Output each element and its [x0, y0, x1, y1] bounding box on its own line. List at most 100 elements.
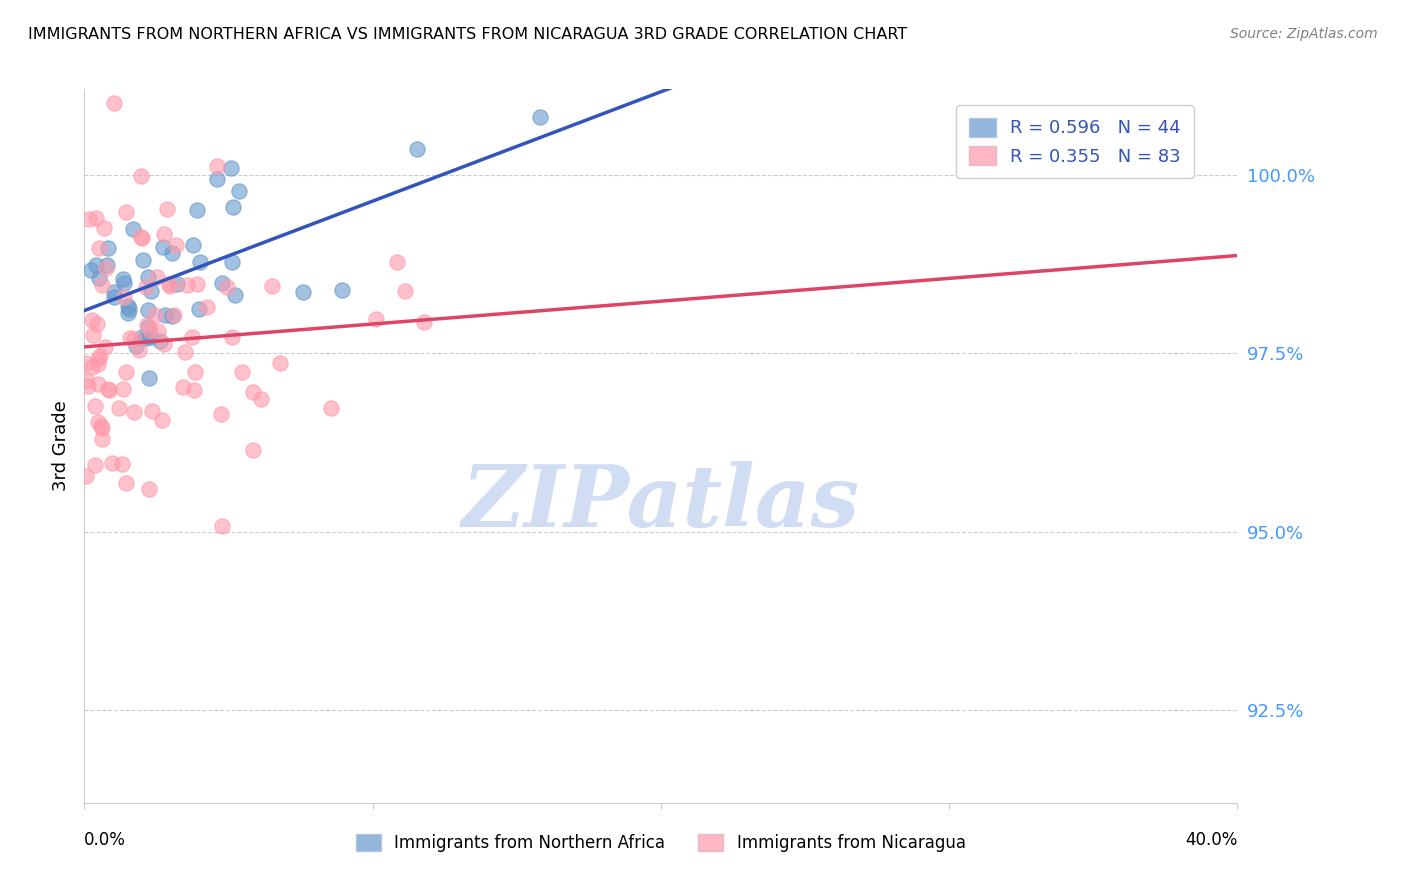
Point [118, 331, 141, 345]
Point [125, 339, 148, 353]
Point [131, 231, 153, 245]
Point [82, 359, 104, 374]
Point [186, 277, 208, 291]
Point [138, 371, 160, 385]
Point [217, 279, 239, 293]
Point [112, 272, 135, 286]
Point [96, 258, 118, 272]
Point [211, 277, 233, 291]
Point [93, 221, 115, 235]
Point [111, 382, 134, 396]
Point [332, 283, 354, 297]
Point [231, 365, 253, 379]
Point [132, 252, 155, 267]
Point [143, 308, 166, 322]
Point [97, 241, 120, 255]
Point [153, 308, 176, 322]
Point [136, 270, 159, 285]
Point [87, 271, 110, 285]
Text: ZIPatlas: ZIPatlas [461, 461, 860, 545]
Point [117, 306, 139, 320]
Point [159, 278, 181, 293]
Point [94, 341, 117, 355]
Point [131, 330, 153, 344]
Point [108, 401, 131, 416]
Point [197, 300, 219, 314]
Point [97, 382, 120, 396]
Point [139, 285, 162, 299]
Point [87, 351, 110, 366]
Point [118, 302, 141, 317]
Point [122, 332, 145, 346]
Point [115, 204, 138, 219]
Point [139, 330, 162, 344]
Point [75, 468, 97, 483]
Point [82, 328, 104, 343]
Point [394, 284, 416, 298]
Point [529, 110, 551, 124]
Point [385, 254, 408, 268]
Text: Source: ZipAtlas.com: Source: ZipAtlas.com [1230, 27, 1378, 41]
Point [103, 96, 125, 111]
Point [181, 330, 204, 344]
Text: 40.0%: 40.0% [1185, 831, 1237, 849]
Point [103, 285, 125, 299]
Point [136, 318, 159, 333]
Point [172, 380, 194, 394]
Point [166, 277, 188, 291]
Point [90, 432, 112, 446]
Point [111, 458, 134, 472]
Point [146, 270, 169, 285]
Point [115, 476, 138, 491]
Point [221, 255, 243, 269]
Point [75, 356, 97, 370]
Point [183, 383, 205, 397]
Point [87, 241, 110, 255]
Point [80, 263, 103, 277]
Text: IMMIGRANTS FROM NORTHERN AFRICA VS IMMIGRANTS FROM NICARAGUA 3RD GRADE CORRELATI: IMMIGRANTS FROM NORTHERN AFRICA VS IMMIG… [28, 27, 907, 42]
Point [366, 312, 388, 326]
Point [321, 401, 343, 416]
Point [157, 277, 180, 292]
Point [84, 258, 107, 272]
Point [112, 290, 135, 304]
Point [138, 319, 160, 334]
Point [114, 276, 136, 290]
Point [117, 299, 139, 313]
Point [186, 202, 208, 217]
Point [406, 142, 429, 156]
Point [135, 280, 157, 294]
Text: 0.0%: 0.0% [84, 831, 127, 849]
Point [138, 482, 160, 496]
Point [291, 285, 314, 300]
Point [122, 405, 145, 419]
Point [153, 227, 176, 242]
Point [77, 379, 100, 393]
Point [222, 200, 245, 214]
Point [260, 278, 283, 293]
Point [219, 161, 242, 176]
Legend: Immigrants from Northern Africa, Immigrants from Nicaragua: Immigrants from Northern Africa, Immigra… [349, 827, 973, 859]
Point [207, 172, 229, 186]
Point [211, 519, 233, 533]
Point [224, 288, 246, 302]
Point [129, 169, 152, 183]
Point [77, 211, 100, 226]
Point [188, 301, 211, 316]
Point [150, 413, 173, 427]
Point [84, 211, 107, 225]
Point [121, 222, 143, 236]
Point [242, 442, 264, 457]
Point [86, 357, 108, 371]
Point [115, 365, 138, 379]
Point [91, 421, 114, 435]
Point [155, 202, 177, 216]
Point [412, 315, 434, 329]
Point [160, 246, 183, 260]
Point [249, 392, 271, 406]
Point [84, 458, 107, 473]
Point [221, 329, 243, 343]
Point [228, 184, 250, 198]
Point [242, 385, 264, 400]
Point [98, 383, 121, 397]
